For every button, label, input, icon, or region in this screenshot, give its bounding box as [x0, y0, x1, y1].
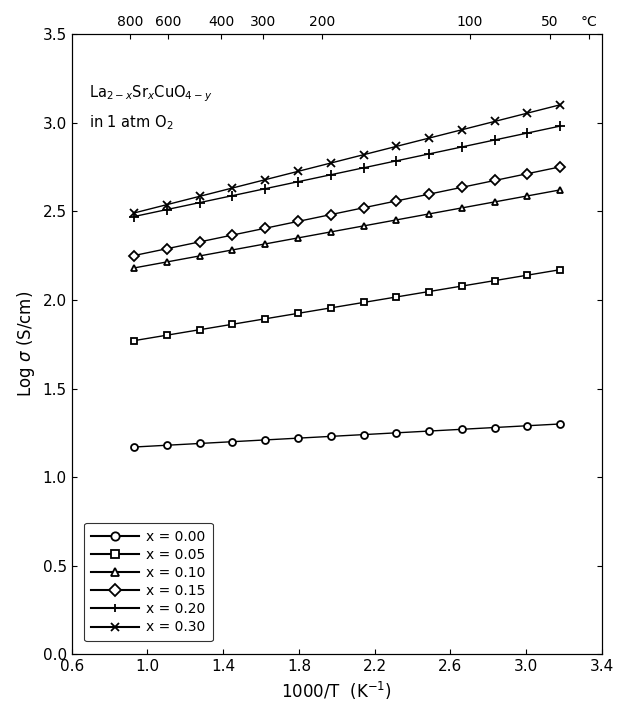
Y-axis label: Log $\sigma$ (S/cm): Log $\sigma$ (S/cm): [15, 291, 37, 397]
Text: in 1 atm O$_2$: in 1 atm O$_2$: [89, 114, 174, 133]
X-axis label: 1000/T  (K$^{-1}$): 1000/T (K$^{-1}$): [281, 680, 392, 702]
Legend: x = 0.00, x = 0.05, x = 0.10, x = 0.15, x = 0.20, x = 0.30: x = 0.00, x = 0.05, x = 0.10, x = 0.15, …: [84, 523, 213, 641]
Text: La$_{2-x}$Sr$_x$CuO$_{4-y}$: La$_{2-x}$Sr$_x$CuO$_{4-y}$: [89, 83, 212, 104]
